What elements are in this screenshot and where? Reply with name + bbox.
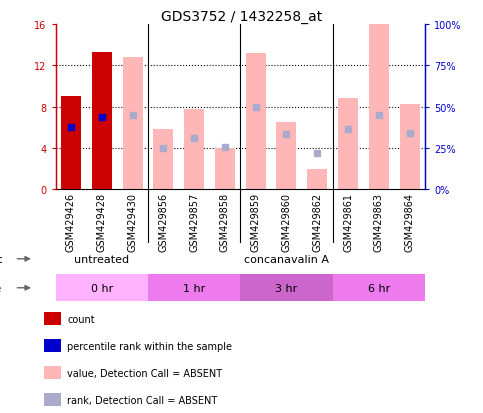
Text: value, Detection Call = ABSENT: value, Detection Call = ABSENT — [67, 368, 223, 378]
Text: GSM429428: GSM429428 — [97, 192, 107, 252]
Bar — [44, 393, 61, 406]
Bar — [399, 104, 420, 190]
Bar — [246, 54, 266, 190]
Bar — [215, 149, 235, 190]
Text: 1 hr: 1 hr — [183, 283, 205, 293]
Bar — [307, 169, 327, 190]
Bar — [240, 275, 333, 301]
Text: count: count — [67, 314, 95, 324]
Text: GSM429430: GSM429430 — [128, 192, 138, 252]
Bar — [56, 275, 148, 301]
Text: percentile rank within the sample: percentile rank within the sample — [67, 341, 232, 351]
Text: GSM429861: GSM429861 — [343, 192, 353, 252]
Text: GSM429856: GSM429856 — [158, 192, 168, 252]
Text: 0 hr: 0 hr — [91, 283, 113, 293]
Text: rank, Detection Call = ABSENT: rank, Detection Call = ABSENT — [67, 394, 217, 405]
Text: GSM429862: GSM429862 — [313, 192, 322, 252]
Bar — [61, 97, 81, 190]
Text: GSM429859: GSM429859 — [251, 192, 261, 252]
Bar — [333, 275, 425, 301]
Bar — [148, 275, 241, 301]
Text: concanavalin A: concanavalin A — [244, 254, 329, 264]
Text: GSM429858: GSM429858 — [220, 192, 230, 252]
Bar — [44, 313, 61, 325]
Text: GDS3752 / 1432258_at: GDS3752 / 1432258_at — [161, 10, 322, 24]
Text: GSM429860: GSM429860 — [282, 192, 291, 252]
Text: 3 hr: 3 hr — [275, 283, 298, 293]
Bar — [153, 130, 173, 190]
Bar — [369, 25, 389, 190]
Text: GSM429864: GSM429864 — [405, 192, 414, 252]
Text: GSM429857: GSM429857 — [189, 192, 199, 252]
Bar — [276, 123, 297, 190]
Bar — [184, 109, 204, 190]
Text: GSM429863: GSM429863 — [374, 192, 384, 252]
Bar — [92, 53, 112, 190]
Bar — [44, 366, 61, 379]
Bar — [338, 99, 358, 190]
Text: untreated: untreated — [74, 254, 129, 264]
Text: GSM429426: GSM429426 — [66, 192, 76, 252]
Text: time: time — [0, 283, 2, 293]
Bar — [44, 339, 61, 352]
Text: 6 hr: 6 hr — [368, 283, 390, 293]
Text: agent: agent — [0, 254, 2, 264]
Bar — [123, 58, 142, 190]
